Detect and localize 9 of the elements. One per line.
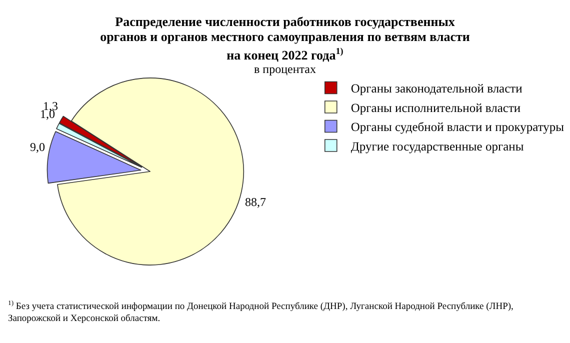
legend-label: Органы законодательной власти — [350, 82, 523, 96]
text: $^{1)}$ Без учета статистической информации по Донецкой Народной Республике (ДНР), Луганской Народной Республике (ЛНР), Запорожской и Херсонской областям. — [8, 299, 514, 326]
legend-label: Органы судебной власти и прокуратуры — [350, 120, 565, 134]
data-label: 9,0 — [30, 140, 45, 154]
legend-label: Органы исполнительной власти — [350, 100, 521, 115]
data-label: 88,7 — [245, 195, 266, 209]
legend-label: Другие государственные органы — [350, 139, 524, 154]
chart-title: Распределение численности работников государственных органов и органов местного самоуправления по ветвям власти на конец 2022 года$^{1)}$ — [100, 14, 470, 62]
chart-subtitle: в процентах — [253, 62, 317, 77]
